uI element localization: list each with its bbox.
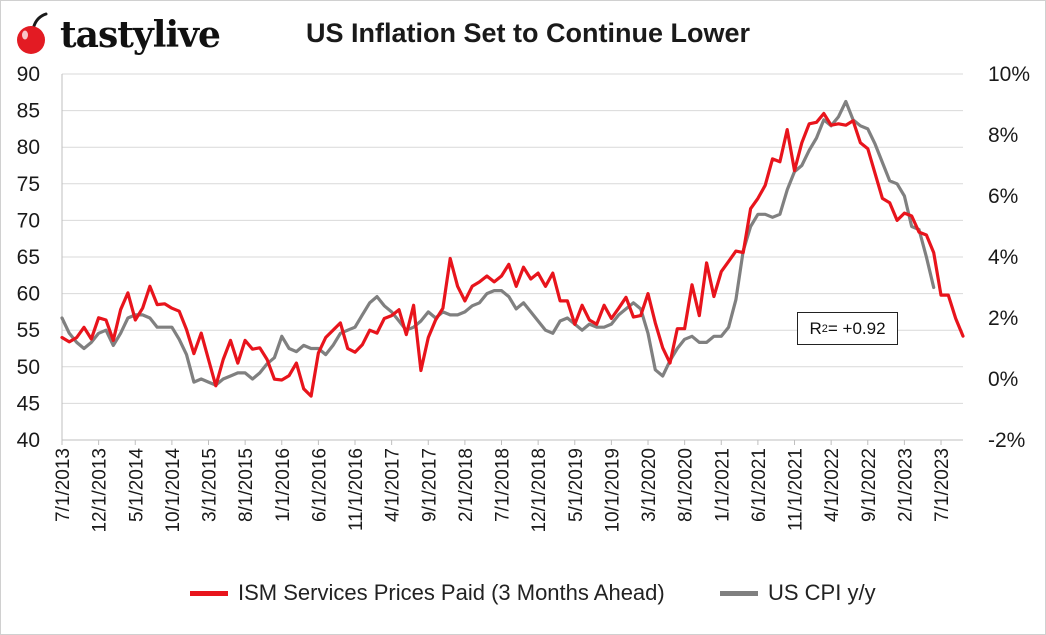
series-line-ism: [60, 111, 965, 398]
x-tick-label: 5/1/2019: [566, 448, 587, 522]
x-tick-label: 8/1/2020: [676, 448, 697, 522]
legend-swatch-cpi: [720, 590, 758, 596]
brand-logo: tastylive: [12, 12, 262, 62]
x-tick-label: 1/1/2021: [712, 448, 733, 522]
series-line-cpi: [60, 99, 936, 387]
x-tick-label: 7/1/2018: [493, 448, 514, 522]
legend-item-ism: ISM Services Prices Paid (3 Months Ahead…: [190, 580, 665, 606]
x-tick-label: 4/1/2017: [383, 448, 404, 522]
r-label: R: [809, 318, 822, 338]
x-tick-label: 3/1/2020: [639, 448, 660, 522]
y-left-tick-label: 70: [17, 209, 40, 232]
legend: ISM Services Prices Paid (3 Months Ahead…: [0, 580, 1046, 612]
x-tick-label: 10/1/2014: [163, 448, 184, 533]
x-tick-label: 6/1/2016: [309, 448, 330, 522]
y-left-tick-label: 85: [17, 100, 40, 123]
y-left-tick-label: 65: [17, 246, 40, 269]
y-left-tick-label: 45: [17, 392, 40, 415]
y-left-tick-label: 55: [17, 319, 40, 342]
x-tick-label: 8/1/2015: [236, 448, 257, 522]
y-left-tick-label: 80: [17, 136, 40, 159]
x-tick-label: 12/1/2018: [529, 448, 550, 533]
y-left-tick-label: 90: [17, 63, 40, 86]
r-value: = +0.92: [827, 318, 886, 338]
x-tick-label: 6/1/2021: [749, 448, 770, 522]
r-exponent: 2: [821, 322, 828, 335]
x-tick-label: 11/1/2016: [346, 448, 367, 531]
y-right-tick-label: 8%: [988, 124, 1018, 147]
legend-swatch-ism: [190, 590, 228, 596]
x-tick-label: 10/1/2019: [602, 448, 623, 533]
x-tick-label: 7/1/2023: [932, 448, 953, 522]
y-left-tick-label: 50: [17, 356, 40, 379]
x-tick-label: 3/1/2015: [200, 448, 221, 522]
y-right-tick-label: 2%: [988, 307, 1018, 330]
cherry-icon: [17, 12, 48, 54]
y-right-tick-label: 6%: [988, 185, 1018, 208]
x-tick-label: 7/1/2013: [53, 448, 74, 522]
y-right-tick-label: 10%: [988, 63, 1030, 86]
legend-label-ism: ISM Services Prices Paid (3 Months Ahead…: [238, 580, 665, 605]
legend-item-cpi: US CPI y/y: [720, 580, 876, 606]
y-right-tick-label: 0%: [988, 368, 1018, 391]
x-tick-label: 1/1/2016: [273, 448, 294, 522]
y-right-tick-label: -2%: [988, 429, 1025, 452]
x-tick-label: 2/1/2023: [895, 448, 916, 522]
x-tick-label: 11/1/2021: [786, 448, 807, 531]
x-tick-label: 9/1/2017: [419, 448, 440, 522]
logo-text: tastylive: [60, 14, 221, 56]
x-tick-label: 12/1/2013: [90, 448, 111, 533]
y-left-tick-label: 40: [17, 429, 40, 452]
x-tick-label: 2/1/2018: [456, 448, 477, 522]
x-tick-label: 9/1/2022: [859, 448, 880, 522]
legend-label-cpi: US CPI y/y: [768, 580, 876, 605]
y-right-tick-label: 4%: [988, 246, 1018, 269]
x-tick-label: 4/1/2022: [822, 448, 843, 522]
chart-title: US Inflation Set to Continue Lower: [306, 18, 750, 48]
y-left-tick-label: 60: [17, 283, 40, 306]
x-tick-label: 5/1/2014: [126, 448, 147, 522]
y-left-tick-label: 75: [17, 173, 40, 196]
